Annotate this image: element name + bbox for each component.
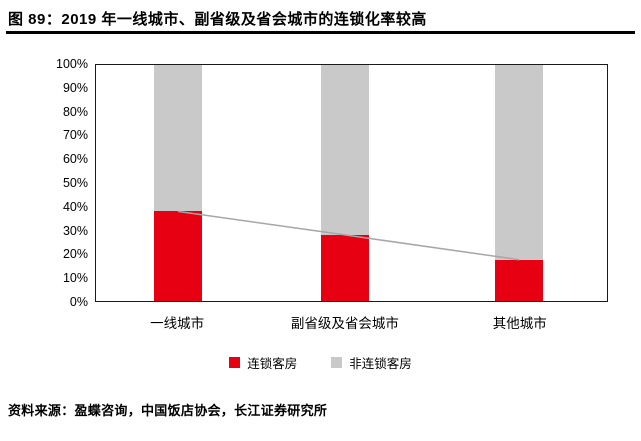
nonchain-segment <box>153 65 202 212</box>
y-tick-label: 0% <box>69 295 88 309</box>
nonchain-segment <box>495 65 544 260</box>
x-axis-label: 一线城市 <box>150 316 205 331</box>
legend-swatch <box>229 357 241 368</box>
source-note: 资料来源：盈蝶咨询，中国饭店协会，长江证券研究所 <box>8 403 328 418</box>
y-tick-label: 10% <box>62 271 88 286</box>
x-axis-labels: 一线城市 副省级及省会城市 其他城市 <box>95 312 608 332</box>
legend-label: 连锁客房 <box>247 357 298 371</box>
stacked-bar <box>153 65 202 301</box>
stacked-bar <box>495 65 544 301</box>
y-axis: 100% 90% 80% 70% 60% 50% 40% 30% 20% 10% 0% <box>26 57 88 309</box>
chain-segment <box>495 259 544 301</box>
x-axis-label: 副省级及省会城市 <box>290 316 399 331</box>
legend-label: 非连锁客房 <box>349 357 412 371</box>
legend-swatch <box>331 357 343 368</box>
y-tick-label: 100% <box>56 57 88 71</box>
plot-area <box>95 64 608 302</box>
y-tick-label: 60% <box>62 152 88 167</box>
stacked-bar <box>320 65 369 301</box>
legend-item: 非连锁客房 <box>331 353 412 372</box>
x-axis-label: 其他城市 <box>492 316 547 331</box>
y-tick-label: 80% <box>62 104 88 119</box>
legend-item: 连锁客房 <box>229 353 297 372</box>
title-underline <box>6 31 635 34</box>
nonchain-segment <box>320 65 369 235</box>
chain-segment <box>320 234 369 301</box>
y-tick-label: 40% <box>62 199 88 214</box>
y-tick-label: 30% <box>62 223 88 238</box>
legend: 连锁客房 非连锁客房 <box>0 353 641 372</box>
y-tick-label: 70% <box>62 128 88 143</box>
chain-segment <box>153 211 202 301</box>
y-tick-label: 90% <box>62 80 88 95</box>
figure-title: 图 89：2019 年一线城市、副省级及省会城市的连锁化率较高 <box>8 11 427 28</box>
y-tick-label: 20% <box>62 247 88 262</box>
y-tick-label: 50% <box>62 176 88 190</box>
